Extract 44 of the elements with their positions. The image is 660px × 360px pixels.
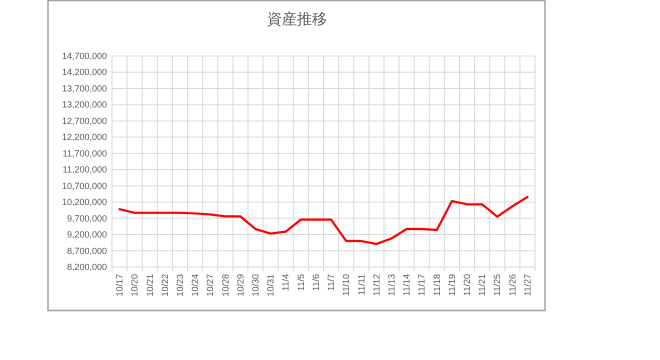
y-tick-label: 12,700,000 (62, 116, 107, 126)
x-tick-label: 11/6 (310, 274, 321, 291)
y-tick-label: 9,200,000 (66, 230, 107, 240)
y-tick-label: 14,700,000 (62, 51, 107, 61)
x-tick-label: 11/11 (356, 274, 366, 296)
y-tick-label: 13,700,000 (62, 83, 107, 94)
y-tick-label: 10,200,000 (62, 197, 107, 208)
x-tick-label: 10/17 (114, 274, 125, 297)
y-tick-label: 8,700,000 (66, 246, 107, 256)
x-tick-label: 10/21 (144, 274, 155, 297)
line-series (118, 196, 529, 246)
x-tick-label: 10/22 (160, 274, 170, 297)
x-tick-label: 11/25 (492, 274, 502, 296)
y-tick-label: 8,200,000 (66, 262, 107, 272)
x-tick-label: 11/20 (462, 274, 472, 296)
y-tick-label: 11,200,000 (62, 164, 107, 175)
x-tick-label: 10/23 (174, 274, 185, 297)
x-tick-label: 11/10 (341, 274, 352, 296)
y-tick-label: 14,200,000 (62, 67, 107, 78)
x-tick-label: 10/24 (190, 274, 200, 297)
x-tick-label: 10/30 (250, 274, 261, 297)
x-tick-label: 10/31 (266, 274, 276, 297)
x-tick-label: 10/27 (205, 274, 216, 297)
chart-title: 資産推移 (267, 11, 327, 28)
x-tick-label: 11/14 (402, 274, 412, 296)
y-tick-label: 13,200,000 (62, 100, 107, 110)
y-tick-label: 11,700,000 (62, 148, 107, 158)
x-tick-label: 11/7 (326, 274, 336, 291)
x-tick-label: 11/21 (477, 274, 488, 296)
y-tick-label: 12,200,000 (62, 132, 107, 142)
x-tick-label: 11/13 (386, 274, 396, 296)
x-tick-label: 11/12 (371, 274, 382, 296)
y-tick-label: 9,700,000 (66, 213, 107, 224)
x-tick-label: 10/28 (220, 274, 230, 297)
y-tick-label: 10,700,000 (62, 180, 107, 191)
x-tick-label: 11/4 (280, 274, 291, 291)
x-tick-label: 10/20 (130, 274, 140, 297)
x-tick-label: 11/26 (507, 274, 518, 296)
x-tick-label: 11/27 (522, 274, 532, 296)
x-tick-label: 11/19 (446, 274, 457, 296)
x-tick-label: 11/17 (416, 274, 427, 296)
x-tick-label: 11/18 (432, 274, 442, 296)
x-tick-label: 10/29 (235, 274, 246, 297)
x-tick-label: 11/5 (296, 274, 306, 291)
